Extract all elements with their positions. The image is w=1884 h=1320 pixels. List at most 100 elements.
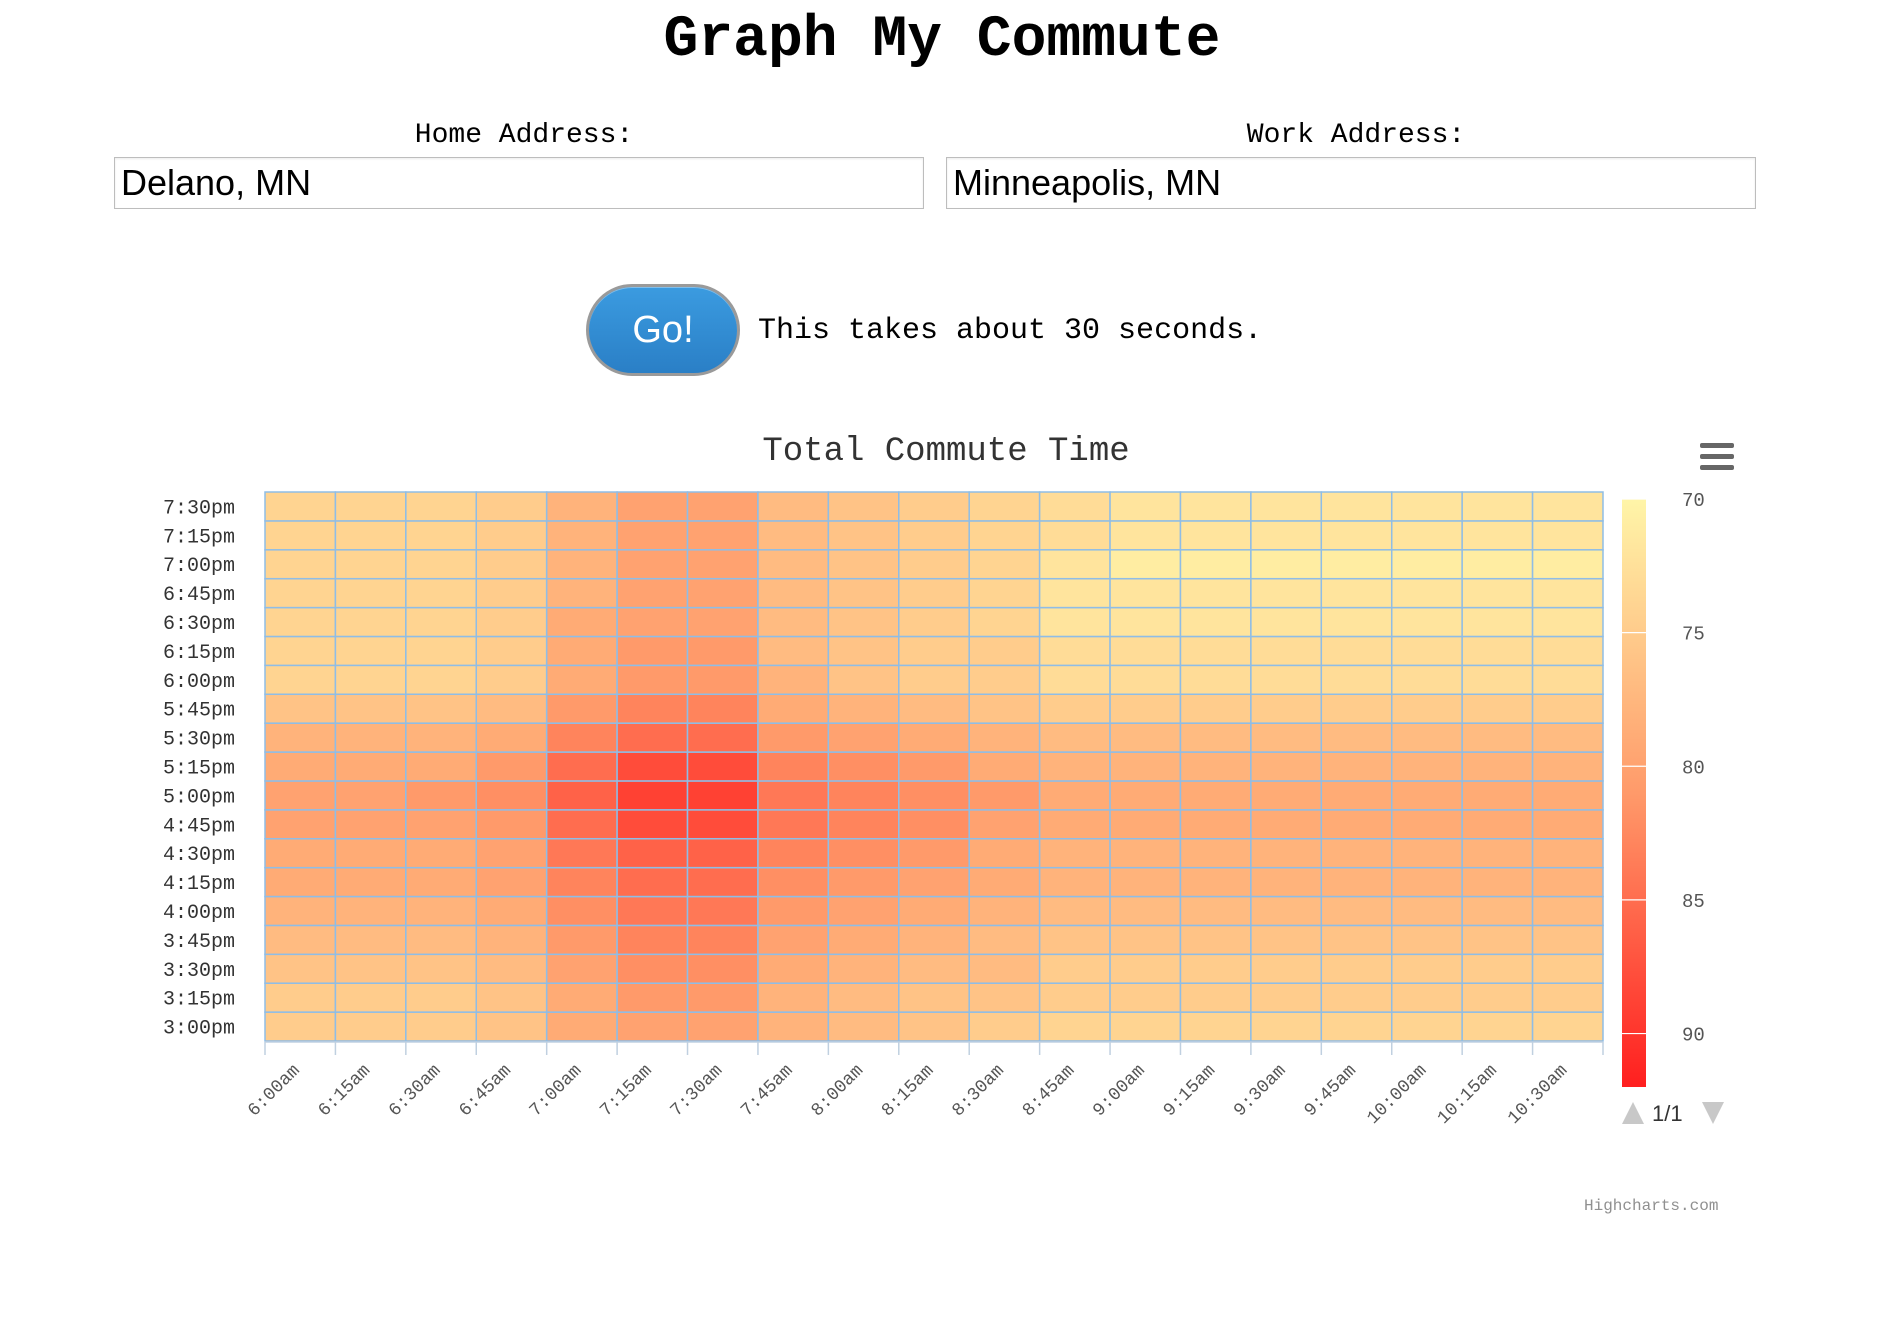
heatmap-cell[interactable] bbox=[405, 1011, 478, 1042]
legend-down-arrow-icon[interactable] bbox=[1702, 1102, 1724, 1124]
heatmap-cell[interactable] bbox=[475, 722, 548, 753]
heatmap-cell[interactable] bbox=[827, 924, 900, 956]
heatmap-cell[interactable] bbox=[898, 953, 970, 984]
heatmap-cell[interactable] bbox=[616, 751, 689, 782]
heatmap-cell[interactable] bbox=[264, 953, 337, 984]
heatmap-cell[interactable] bbox=[686, 780, 759, 811]
heatmap-cell[interactable] bbox=[686, 837, 759, 869]
heatmap-cell[interactable] bbox=[757, 549, 830, 580]
heatmap-cell[interactable] bbox=[1461, 520, 1534, 551]
heatmap-cell[interactable] bbox=[968, 635, 1041, 667]
heatmap-cell[interactable] bbox=[1038, 664, 1111, 696]
heatmap-cell[interactable] bbox=[616, 809, 689, 840]
heatmap-cell[interactable] bbox=[1109, 1011, 1182, 1042]
heatmap-cell[interactable] bbox=[545, 491, 618, 522]
heatmap-cell[interactable] bbox=[968, 491, 1041, 522]
heatmap-cell[interactable] bbox=[1250, 924, 1323, 956]
heatmap-cell[interactable] bbox=[1461, 722, 1534, 753]
heatmap-cell[interactable] bbox=[1179, 809, 1252, 840]
heatmap-cell[interactable] bbox=[1531, 693, 1604, 724]
heatmap-cell[interactable] bbox=[1531, 1011, 1604, 1042]
heatmap-cell[interactable] bbox=[1250, 491, 1323, 522]
heatmap-cell[interactable] bbox=[334, 837, 407, 869]
heatmap-cell[interactable] bbox=[475, 491, 548, 522]
heatmap-cell[interactable] bbox=[757, 895, 830, 927]
heatmap-cell[interactable] bbox=[1179, 924, 1252, 956]
heatmap-cell[interactable] bbox=[616, 606, 689, 638]
heatmap-cell[interactable] bbox=[898, 1011, 970, 1042]
heatmap-cell[interactable] bbox=[686, 982, 759, 1013]
heatmap-cell[interactable] bbox=[1179, 491, 1252, 522]
heatmap-cell[interactable] bbox=[898, 809, 970, 840]
heatmap-cell[interactable] bbox=[1461, 924, 1534, 956]
heatmap-cell[interactable] bbox=[1461, 982, 1534, 1013]
heatmap-cell[interactable] bbox=[1250, 895, 1323, 927]
heatmap-cell[interactable] bbox=[968, 866, 1041, 898]
heatmap-cell[interactable] bbox=[334, 895, 407, 927]
heatmap-cell[interactable] bbox=[686, 693, 759, 724]
heatmap-cell[interactable] bbox=[1109, 982, 1182, 1013]
heatmap-cell[interactable] bbox=[1390, 780, 1463, 811]
heatmap-cell[interactable] bbox=[898, 635, 970, 667]
heatmap-cell[interactable] bbox=[1390, 491, 1463, 522]
heatmap-cell[interactable] bbox=[1250, 549, 1323, 580]
heatmap-cell[interactable] bbox=[405, 491, 478, 522]
heatmap-cell[interactable] bbox=[616, 520, 689, 551]
heatmap-cell[interactable] bbox=[475, 520, 548, 551]
heatmap-cell[interactable] bbox=[1250, 809, 1323, 840]
heatmap-cell[interactable] bbox=[334, 809, 407, 840]
heatmap-cell[interactable] bbox=[1320, 953, 1393, 984]
heatmap-cell[interactable] bbox=[1250, 693, 1323, 724]
heatmap-cell[interactable] bbox=[898, 549, 970, 580]
heatmap-cell[interactable] bbox=[827, 837, 900, 869]
heatmap-cell[interactable] bbox=[968, 693, 1041, 724]
heatmap-cell[interactable] bbox=[475, 866, 548, 898]
heatmap-cell[interactable] bbox=[1179, 664, 1252, 696]
heatmap-cell[interactable] bbox=[264, 664, 337, 696]
heatmap-cell[interactable] bbox=[1038, 635, 1111, 667]
heatmap-cell[interactable] bbox=[1250, 866, 1323, 898]
heatmap-cell[interactable] bbox=[545, 693, 618, 724]
heatmap-cell[interactable] bbox=[405, 953, 478, 984]
heatmap-cell[interactable] bbox=[1461, 549, 1534, 580]
heatmap-cell[interactable] bbox=[1250, 751, 1323, 782]
heatmap-cell[interactable] bbox=[827, 606, 900, 638]
heatmap-cell[interactable] bbox=[475, 895, 548, 927]
heatmap-cell[interactable] bbox=[1390, 751, 1463, 782]
heatmap-cell[interactable] bbox=[1038, 982, 1111, 1013]
heatmap-cell[interactable] bbox=[898, 982, 970, 1013]
heatmap-cell[interactable] bbox=[1038, 549, 1111, 580]
heatmap-cell[interactable] bbox=[1320, 895, 1393, 927]
heatmap-cell[interactable] bbox=[334, 693, 407, 724]
heatmap-cell[interactable] bbox=[898, 491, 970, 522]
heatmap-cell[interactable] bbox=[1109, 895, 1182, 927]
heatmap-cell[interactable] bbox=[545, 520, 618, 551]
heatmap-cell[interactable] bbox=[264, 780, 337, 811]
heatmap-cell[interactable] bbox=[1461, 606, 1534, 638]
heatmap-cell[interactable] bbox=[334, 520, 407, 551]
heatmap-cell[interactable] bbox=[616, 635, 689, 667]
heatmap-cell[interactable] bbox=[334, 549, 407, 580]
heatmap-cell[interactable] bbox=[1390, 837, 1463, 869]
home-address-input[interactable] bbox=[114, 157, 924, 209]
heatmap-cell[interactable] bbox=[686, 520, 759, 551]
heatmap-cell[interactable] bbox=[757, 866, 830, 898]
heatmap-cell[interactable] bbox=[1461, 809, 1534, 840]
heatmap-cell[interactable] bbox=[1109, 549, 1182, 580]
heatmap-cell[interactable] bbox=[1390, 520, 1463, 551]
heatmap-cell[interactable] bbox=[405, 809, 478, 840]
heatmap-cell[interactable] bbox=[1250, 606, 1323, 638]
heatmap-cell[interactable] bbox=[827, 664, 900, 696]
heatmap-cell[interactable] bbox=[1179, 895, 1252, 927]
heatmap-cell[interactable] bbox=[616, 924, 689, 956]
heatmap-cell[interactable] bbox=[1320, 606, 1393, 638]
heatmap-cell[interactable] bbox=[827, 751, 900, 782]
heatmap-cell[interactable] bbox=[1390, 953, 1463, 984]
heatmap-cell[interactable] bbox=[1038, 1011, 1111, 1042]
heatmap-cell[interactable] bbox=[757, 924, 830, 956]
heatmap-cell[interactable] bbox=[475, 780, 548, 811]
heatmap-cell[interactable] bbox=[405, 866, 478, 898]
heatmap-cell[interactable] bbox=[1390, 1011, 1463, 1042]
heatmap-cell[interactable] bbox=[545, 866, 618, 898]
heatmap-cell[interactable] bbox=[405, 549, 478, 580]
